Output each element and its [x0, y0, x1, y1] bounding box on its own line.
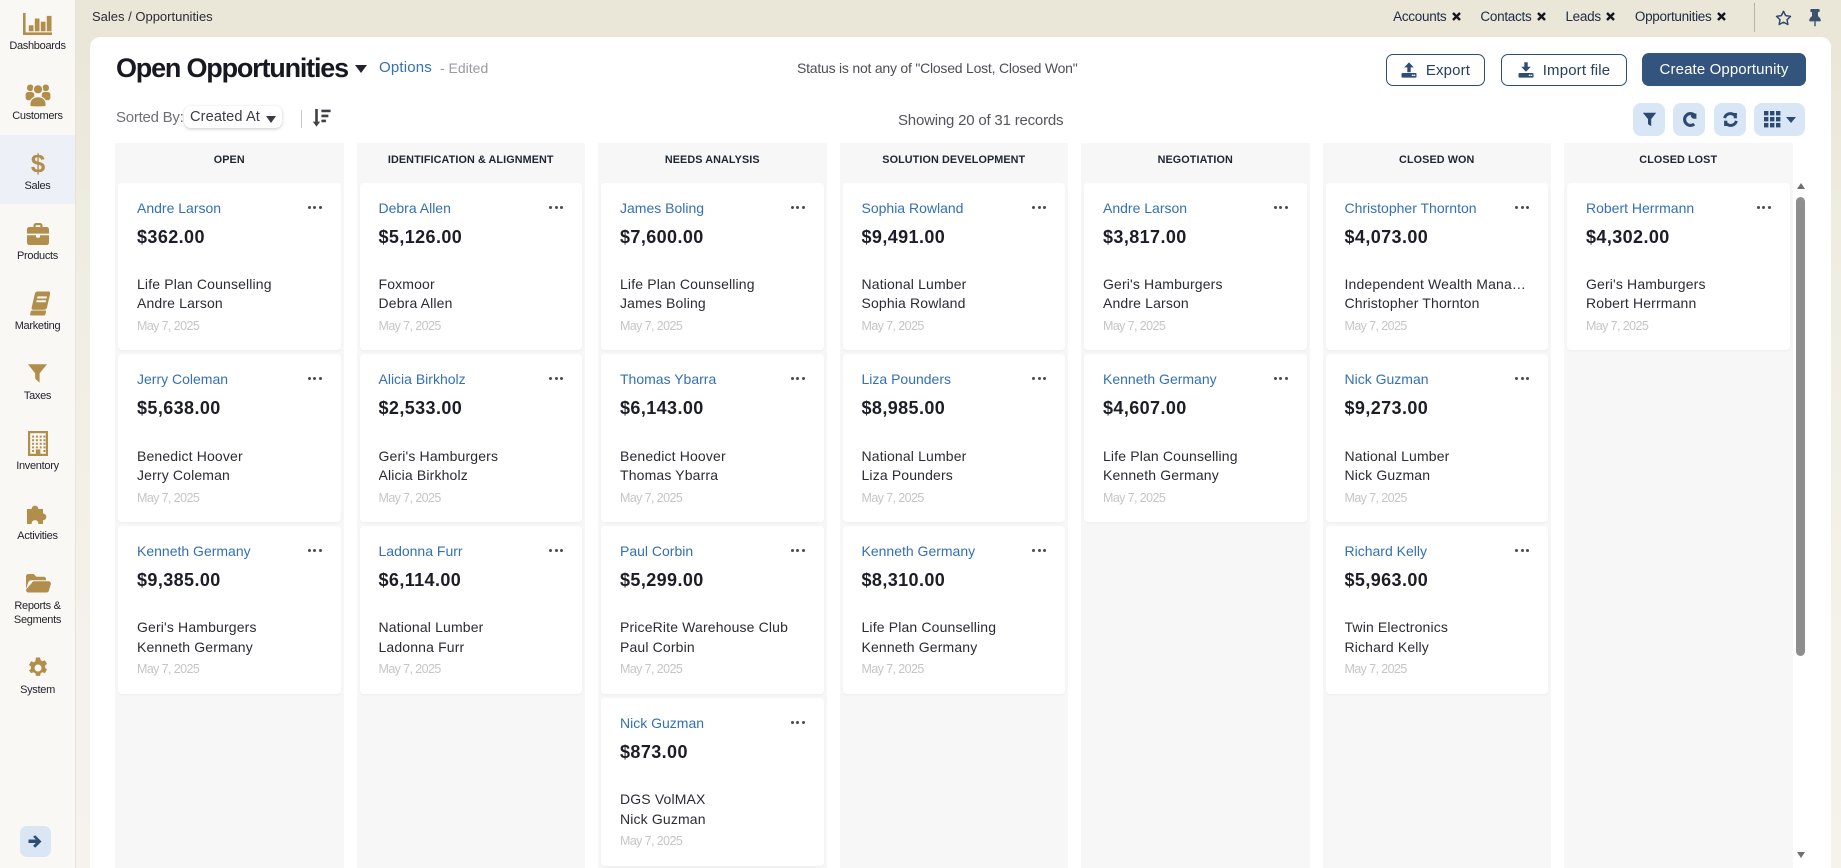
- svg-text:$: $: [30, 150, 45, 178]
